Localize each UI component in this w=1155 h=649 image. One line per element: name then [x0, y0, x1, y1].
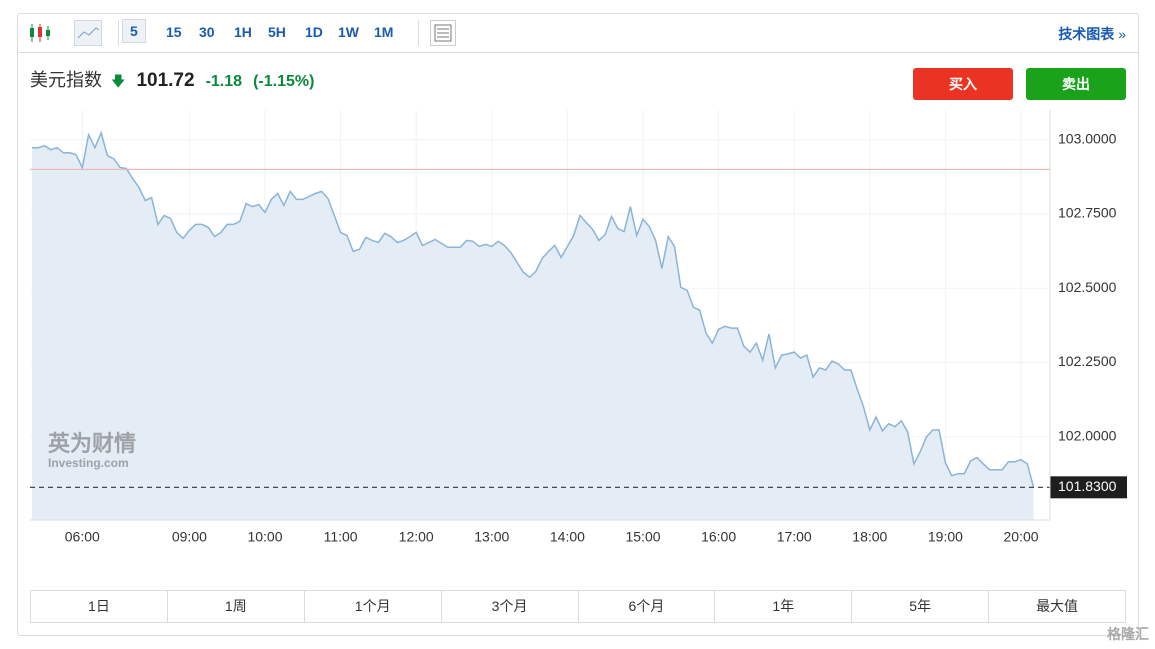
- interval-button[interactable]: 5H: [268, 24, 286, 40]
- watermark-site: Investing.com: [48, 456, 129, 470]
- x-tick-label: 18:00: [852, 529, 887, 545]
- x-tick-label: 06:00: [65, 529, 100, 545]
- separator: [118, 20, 119, 46]
- footer-logo: 格隆汇: [1107, 626, 1149, 642]
- range-button[interactable]: 1年: [715, 591, 853, 622]
- x-tick-label: 09:00: [172, 529, 207, 545]
- range-button[interactable]: 1个月: [305, 591, 442, 622]
- x-tick-label: 14:00: [550, 529, 585, 545]
- down-arrow: 🡇: [111, 73, 126, 89]
- x-tick-label: 13:00: [474, 529, 509, 545]
- range-button[interactable]: 6个月: [579, 591, 716, 622]
- range-button[interactable]: 最大值: [1036, 598, 1079, 614]
- interval-button[interactable]: 1D: [305, 24, 323, 40]
- interval-button[interactable]: 5: [122, 19, 146, 43]
- y-tick-label: 102.5000: [1058, 279, 1117, 295]
- area: [31, 132, 1034, 520]
- range-button[interactable]: 3个月: [442, 591, 579, 622]
- x-tick-label: 20:00: [1003, 529, 1038, 545]
- y-tick-label: 102.7500: [1058, 205, 1117, 221]
- x-tick-label: 19:00: [928, 529, 963, 545]
- layout-icon[interactable]: [430, 20, 456, 46]
- link-arrow[interactable]: »: [1118, 26, 1126, 42]
- interval-button[interactable]: 15: [166, 24, 182, 40]
- candle-icon[interactable]: [28, 22, 52, 44]
- x-tick-label: 10:00: [247, 529, 282, 545]
- interval-button[interactable]: 30: [199, 24, 215, 40]
- y-tick-label: 102.0000: [1058, 428, 1117, 444]
- x-tick-label: 11:00: [324, 529, 358, 545]
- price: 101.72: [136, 70, 195, 91]
- tech-chart-link[interactable]: 技术图表 »: [1058, 24, 1126, 44]
- toolbar: 5 15 30 1H 5H 1D 1W 1M 技术图表 »: [18, 14, 1138, 53]
- price-tag: [1050, 476, 1127, 499]
- range-button[interactable]: 5年: [852, 591, 990, 622]
- y-tick-label: 103.0000: [1058, 130, 1117, 146]
- x-tick-label: 16:00: [701, 529, 736, 545]
- link-text[interactable]: 技术图表: [1058, 26, 1115, 42]
- range-bar: 1日 1周 1个月 3个月 6个月 1年 5年 最大值: [30, 590, 1126, 623]
- x-tick-label: 17:00: [777, 529, 812, 545]
- range-button[interactable]: 1日: [31, 591, 168, 622]
- change-percent: (-1.15%): [253, 73, 315, 90]
- instrument-name: 美元指数: [30, 70, 102, 90]
- watermark-brand: 英为财情: [48, 431, 137, 456]
- change: -1.18: [205, 73, 243, 90]
- watermark: 英为财情 Investing.com: [48, 426, 136, 470]
- quote: 美元指数 🡇 101.72 -1.18 (-1.15%): [30, 66, 314, 95]
- separator: [418, 20, 419, 46]
- price-tag-label: 101.8300: [1058, 478, 1117, 494]
- interval-button[interactable]: 1W: [338, 24, 359, 40]
- x-tick-label: 15:00: [625, 529, 660, 545]
- y-tick-label: 102.2500: [1058, 353, 1117, 369]
- interval-button[interactable]: 1M: [374, 24, 394, 40]
- widget-frame: [17, 13, 1139, 636]
- sell-button[interactable]: 卖出: [1026, 68, 1126, 100]
- interval-button[interactable]: 1H: [234, 24, 252, 40]
- chart: 102.0000 102.2500 102.5000 102.7500 103.0000…: [30, 110, 1127, 545]
- buy-button[interactable]: 买入: [913, 68, 1013, 100]
- price-line: [31, 130, 1035, 488]
- range-button[interactable]: 1周: [168, 591, 305, 622]
- line-icon[interactable]: [74, 20, 102, 46]
- x-tick-label: 12:00: [399, 529, 434, 545]
